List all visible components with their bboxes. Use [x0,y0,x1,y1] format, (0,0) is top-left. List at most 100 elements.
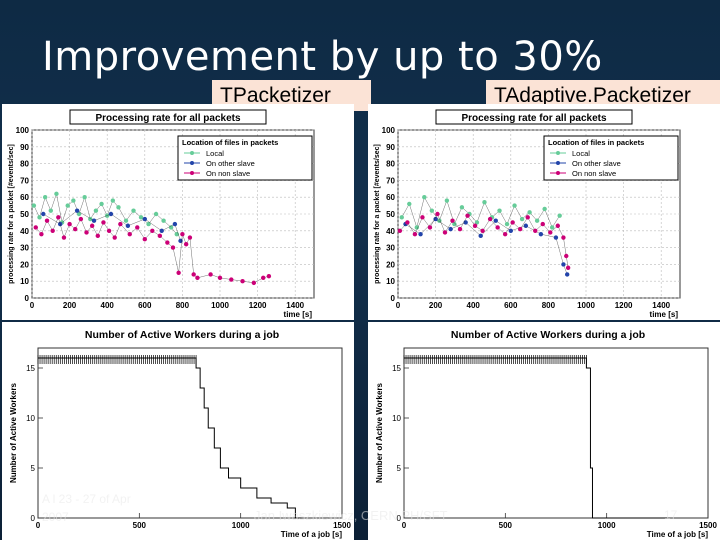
chart-title-box [435,109,633,125]
rate-chart-right: Processing rate for all packets 0 10 20 30 40… [368,104,720,320]
y-tick-label: 20 [386,260,395,269]
data-point-0 [527,210,532,215]
data-point-2 [435,211,440,217]
x-tick-label: 500 [499,521,513,530]
legend-label: On non slave [206,169,250,178]
data-point-2 [495,225,500,230]
legend-title: Location of files in packets [548,138,644,147]
data-point-2 [427,225,433,230]
y-tick-label: 100 [16,126,30,135]
data-point-2 [106,228,112,233]
y-axis-label: Number of Active Workers [375,382,384,483]
data-point-0 [504,221,510,227]
series-line-1 [43,210,181,241]
data-point-0 [54,191,59,197]
data-point-0 [48,208,53,213]
data-point-2 [176,270,181,275]
data-point-2 [56,215,61,220]
data-point-2 [142,237,147,242]
data-point-0 [146,221,151,227]
legend-swatch [190,171,194,175]
x-tick-label: 1400 [286,301,304,310]
data-point-2 [561,235,566,240]
data-point-0 [82,195,87,200]
y-tick-label: 5 [397,464,402,473]
y-tick-label: 60 [386,193,395,202]
data-point-1 [108,211,114,217]
data-point-1 [433,216,438,222]
data-point-2 [405,220,410,225]
data-point-0 [399,215,404,220]
x-tick-label: 1000 [232,521,250,530]
data-point-0 [123,218,129,223]
data-point-2 [251,280,257,286]
data-point-0 [42,195,48,200]
series-line-0 [401,196,560,229]
y-tick-label: 40 [20,227,29,236]
y-tick-label: 10 [386,277,395,286]
footer-page-number: 17 [664,508,678,522]
x-tick-label: 1000 [598,521,616,530]
data-point-0 [153,211,159,217]
data-point-2 [548,230,553,235]
data-point-0 [474,220,480,225]
x-tick-label: 1200 [615,301,633,310]
y-tick-label: 50 [20,210,29,219]
data-point-2 [480,228,485,233]
data-point-0 [519,216,525,222]
data-point-2 [457,226,463,232]
data-point-1 [463,220,468,225]
legend-swatch [556,151,560,155]
data-point-1 [493,218,498,223]
workers-chart-left: Number of Active Workers during a job 0 5 1… [2,322,354,540]
footer-date-line2: 2007 [42,510,69,524]
data-point-0 [161,218,166,223]
chart-title-box [69,109,267,125]
data-point-2 [101,220,106,225]
legend-swatch [190,161,194,165]
data-point-1 [538,231,544,237]
data-point-2 [208,272,213,277]
data-point-2 [465,213,470,218]
workers-chart-right-svg: Number of Active Workers during a job 0 5 1… [375,329,717,539]
x-tick-label: 0 [396,301,401,310]
plot-frame [403,347,709,519]
x-tick-label: 1400 [652,301,670,310]
y-tick-label: 20 [20,260,29,269]
y-tick-label: 0 [397,514,402,523]
data-point-0 [407,201,412,207]
data-point-2 [266,273,272,279]
rate-chart-right-svg: Processing rate for all packets 0 10 20 30 40… [374,109,681,319]
y-tick-label: 15 [26,364,35,373]
x-tick-label: 200 [63,301,77,310]
data-point-2 [157,233,163,239]
data-point-0 [459,205,465,210]
data-point-1 [478,233,483,239]
x-tick-label: 500 [133,521,147,530]
data-point-2 [150,228,155,233]
y-tick-label: 30 [386,244,395,253]
data-point-2 [61,235,67,240]
data-point-1 [172,221,178,227]
legend-box [543,135,679,181]
data-point-2 [555,223,560,228]
data-point-1 [142,216,147,222]
data-point-0 [444,198,450,203]
legend-title: Location of files in packets [182,138,278,147]
y-tick-label: 10 [20,277,29,286]
data-point-2 [112,235,117,240]
data-point-2 [412,231,418,237]
y-tick-label: 80 [386,160,395,169]
data-point-0 [549,225,555,230]
y-tick-label: 0 [391,294,396,303]
data-point-1 [561,262,566,267]
data-point-2 [44,218,50,223]
data-point-0 [512,203,517,208]
rate-chart-left: Processing rate for all packets 0 10 20 30 40… [2,104,354,320]
x-tick-label: 0 [36,521,41,530]
y-axis-label: processing rate for a packet [#events/se… [8,144,15,284]
y-tick-label: 50 [386,210,395,219]
data-point-1 [508,228,513,233]
data-point-0 [71,198,76,203]
slide-title: Improvement by up to 30% [42,34,603,80]
